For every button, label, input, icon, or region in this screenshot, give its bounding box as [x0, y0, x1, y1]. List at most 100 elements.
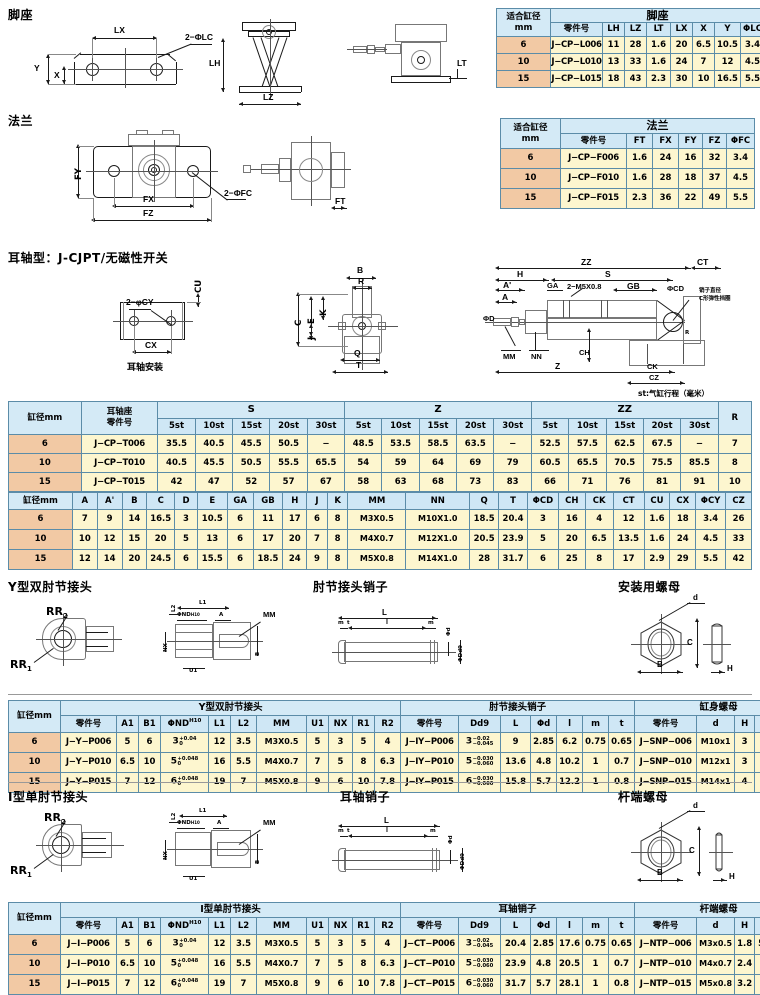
- table-row: 15 J−CP−F015 2.3 36 22 49 5.5: [501, 189, 755, 209]
- header-FT: FT: [627, 134, 653, 149]
- header-fit-bore: 适合缸径 mm: [497, 9, 551, 37]
- dim-label-CU: CU: [194, 280, 204, 293]
- dim-label-LZ: LZ: [263, 92, 273, 102]
- drawing-trunnion-assembly: ZZ CT H S A' A GA GB 2−M5X0.8 ΦCD 销子直径 C…: [485, 256, 760, 388]
- dim-label-NX: NX: [163, 851, 169, 860]
- header-phi-LC: ΦLC: [741, 23, 760, 37]
- dim-label-FZ: FZ: [143, 208, 153, 218]
- dim-label-FT: FT: [335, 196, 345, 206]
- header-NN: NN: [406, 493, 470, 510]
- header-L2: L2: [231, 918, 257, 935]
- header-pin-phi-d: Φd: [531, 716, 557, 733]
- header-A-prime: A': [97, 493, 122, 510]
- label-trunnion-install: 耳轴安装: [127, 360, 163, 373]
- header-nut-H: H: [735, 918, 755, 935]
- dim-label-m-left: m: [338, 620, 344, 626]
- section-title-trunnion-pin: 耳轴销子: [340, 788, 390, 805]
- dim-label-H: H: [727, 664, 733, 673]
- header-L2: L2: [231, 716, 257, 733]
- header-stroke-20st-ZZ: 20st: [643, 419, 680, 435]
- header-LX: LX: [671, 23, 693, 37]
- cell-Dd9: 5−0.030−0.060: [459, 753, 501, 773]
- dim-label-J: J: [307, 337, 317, 340]
- header-U1: U1: [307, 918, 329, 935]
- table-row: 6 J−CP−F006 1.6 24 16 32 3.4: [501, 149, 755, 169]
- header-A1: A1: [117, 918, 139, 935]
- dim-label-L1: L1: [199, 600, 206, 606]
- header-stroke-5st-S: 5st: [158, 419, 195, 435]
- header-A: A: [72, 493, 97, 510]
- dim-label-RR1: RR1: [10, 658, 32, 673]
- header-pin-m: m: [583, 918, 609, 935]
- header-group-S: S: [158, 402, 345, 419]
- header-CK: CK: [585, 493, 613, 510]
- header-pin-part-no: 零件号: [401, 716, 459, 733]
- dim-label-U1: U1: [189, 876, 197, 882]
- header-CU: CU: [644, 493, 670, 510]
- dim-label-CX: CX: [145, 340, 157, 350]
- header-bore: 缸径mm: [9, 493, 73, 510]
- dim-label-Y: Y: [34, 63, 40, 73]
- header-stroke-5st-Z: 5st: [345, 419, 382, 435]
- header-Q: Q: [470, 493, 499, 510]
- header-C: C: [147, 493, 175, 510]
- header-L1: L1: [209, 918, 231, 935]
- header-pin-L: L: [501, 918, 531, 935]
- header-title-foot: 脚座: [551, 9, 760, 23]
- dim-label-B: B: [657, 868, 663, 877]
- header-R: R: [718, 402, 751, 435]
- header-Dd9: Dd9: [459, 918, 501, 935]
- dim-label-phi-ND: ΦNDH10: [177, 612, 200, 618]
- dim-label-d: d: [693, 593, 698, 602]
- header-E: E: [197, 493, 227, 510]
- drawing-y-joint-side-view: ΦNDH10 L2 L1 A NX U1 B MM: [155, 598, 305, 680]
- header-stroke-5st-ZZ: 5st: [531, 419, 568, 435]
- header-NX: NX: [329, 716, 353, 733]
- drawing-joint-pin: L m t l m Φd ΦDd9: [320, 600, 500, 680]
- table-row: 15 J−CP−L015 18 43 2.3 30 10 16.5 5.5: [497, 71, 760, 88]
- dim-label-H: H: [729, 872, 735, 881]
- drawing-foot-mount-side: LH LZ: [215, 14, 335, 109]
- drawing-trunnion-front: B R C E K J Q T: [280, 258, 480, 383]
- header-pin-L: L: [501, 716, 531, 733]
- dim-label-Dd9: ΦDd9: [460, 853, 466, 870]
- dim-label-MM: MM: [263, 818, 276, 827]
- header-bore: 缸径mm: [9, 701, 61, 733]
- header-stroke-15st-S: 15st: [233, 419, 270, 435]
- header-stroke-10st-S: 10st: [195, 419, 232, 435]
- dim-label-U1: U1: [189, 668, 197, 674]
- table-foot-mount: 适合缸径 mm 脚座 零件号 LH LZ LT LX X Y ΦLC 6 J−C…: [496, 8, 760, 88]
- dim-label-RR2: RR2: [46, 605, 68, 620]
- dim-label-RR2: RR2: [44, 811, 66, 826]
- header-stroke-10st-Z: 10st: [382, 419, 419, 435]
- drawing-rod-nut: d C B H: [615, 806, 755, 888]
- section-title-joint-pin: 肘节接头销子: [313, 578, 388, 595]
- dim-label-2-phi-LC: 2−ΦLC: [185, 32, 213, 42]
- header-pin-l: l: [557, 716, 583, 733]
- dim-label-l: l: [386, 619, 388, 626]
- dim-label-B1: B: [255, 860, 261, 864]
- header-pin-t: t: [609, 716, 635, 733]
- header-stroke-10st-ZZ: 10st: [569, 419, 606, 435]
- header-stroke-15st-ZZ: 15st: [606, 419, 643, 435]
- header-LH: LH: [603, 23, 625, 37]
- header-MM: MM: [257, 716, 307, 733]
- header-phi-ND: ΦNDH10: [161, 716, 209, 733]
- header-stroke-30st-S: 30st: [307, 419, 344, 435]
- header-A1: A1: [117, 716, 139, 733]
- dim-label-C: C: [687, 638, 693, 647]
- drawing-foot-mount-front: LX Y X 2−ΦLC: [30, 22, 230, 102]
- header-phi-CY: ΦCY: [696, 493, 726, 510]
- dim-label-phi-ND: ΦNDH10: [177, 820, 200, 826]
- header-CZ: CZ: [726, 493, 752, 510]
- header-group-joint-pin: 肘节接头销子: [401, 701, 635, 716]
- dim-label-2-phi-CY: 2−φCY: [126, 297, 154, 307]
- header-part-no: 零件号: [61, 918, 117, 935]
